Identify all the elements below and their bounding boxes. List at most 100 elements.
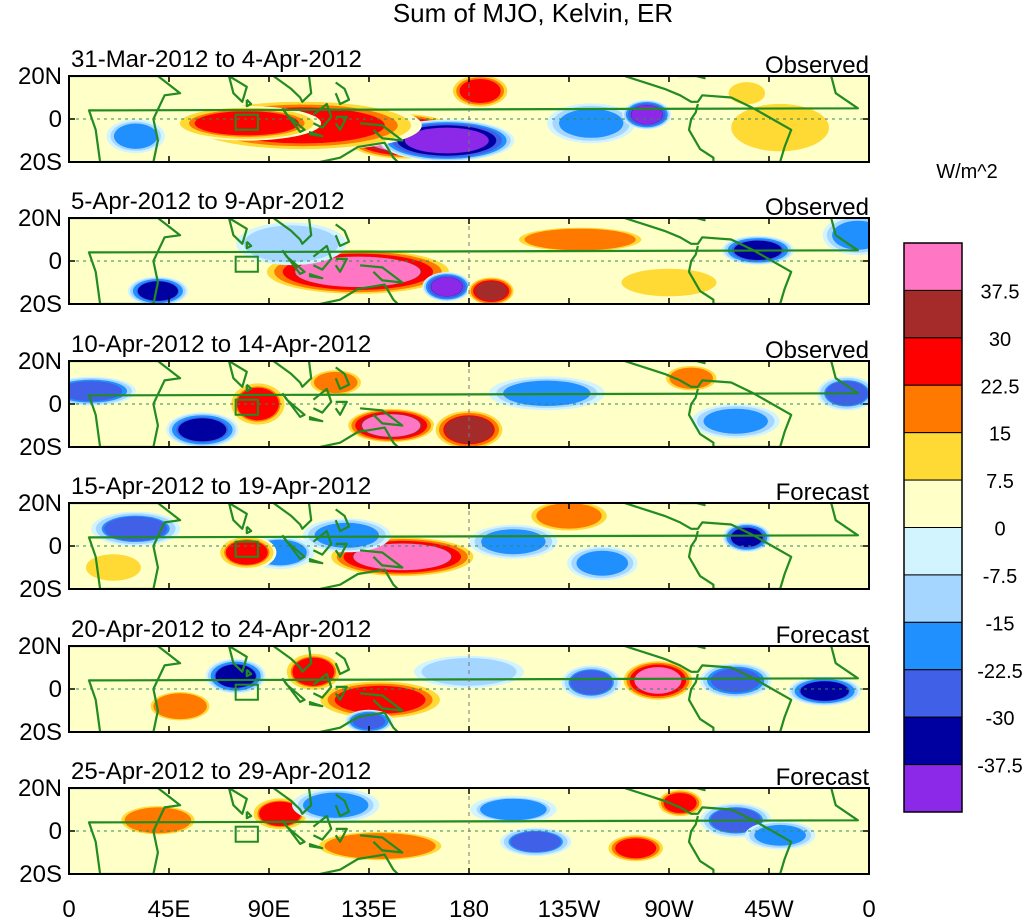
anomaly-contour: [225, 540, 268, 565]
anomaly-contour: [324, 833, 436, 859]
coastline: [308, 700, 324, 708]
coastline: [319, 853, 399, 874]
x-tick-label: 45E: [148, 896, 191, 921]
index-box: [234, 255, 259, 273]
index-box: [234, 683, 259, 701]
coastline: [319, 283, 399, 304]
colorbar-bin: [903, 432, 963, 481]
coastline: [272, 503, 313, 530]
index-box: [234, 825, 259, 843]
anomaly-contour: [832, 220, 869, 250]
anomaly-contour: [728, 82, 766, 105]
panel-period: 10-Apr-2012 to 14-Apr-2012: [71, 331, 371, 358]
coastline: [308, 130, 324, 138]
x-tick-label: 90E: [248, 896, 291, 921]
anomaly-contour: [259, 801, 302, 826]
y-tick-label: 20S: [19, 861, 62, 888]
map-panel: 25-Apr-2012 to 29-Apr-2012 Forecast 20N 0 20…: [18, 758, 870, 888]
coastline: [227, 503, 248, 530]
panel-period: 25-Apr-2012 to 29-Apr-2012: [71, 758, 371, 785]
coastline: [245, 525, 253, 535]
coastline: [281, 392, 306, 418]
map-panel: 20-Apr-2012 to 24-Apr-2012 Forecast 20N 0 20…: [18, 616, 870, 746]
coastline: [334, 257, 348, 273]
y-tick-label: 0: [49, 391, 62, 418]
y-tick-label: 20N: [18, 63, 62, 90]
coastline: [319, 568, 399, 589]
anomaly-contour: [621, 268, 717, 297]
y-tick-label: 20S: [19, 434, 62, 461]
colorbar-bin: [903, 337, 963, 386]
panel-period: 31-Mar-2012 to 4-Apr-2012: [71, 46, 362, 73]
index-box: [234, 540, 259, 558]
coastline: [245, 810, 253, 820]
coastline: [272, 646, 313, 673]
coastline: [308, 272, 324, 280]
index-box: [234, 113, 259, 131]
index-box: [234, 398, 259, 416]
coastline: [624, 218, 793, 304]
coastline: [334, 400, 348, 416]
coastline: [272, 218, 313, 245]
coastline: [227, 218, 248, 245]
map-panel: 10-Apr-2012 to 14-Apr-2012 Observed 20N 0 20…: [18, 331, 870, 461]
anomaly-contour: [480, 798, 547, 821]
coastline: [272, 361, 313, 388]
coastline: [245, 240, 253, 250]
colorbar-units: W/m^2: [936, 161, 998, 183]
colorbar-bin: [903, 669, 963, 718]
anomaly-contour: [634, 667, 682, 694]
y-tick-label: 20S: [19, 291, 62, 318]
coastline: [334, 827, 348, 843]
coastline: [312, 102, 333, 129]
coastline: [69, 361, 860, 447]
anomaly-contour: [362, 414, 421, 437]
coastline: [319, 141, 399, 162]
coastline: [319, 711, 399, 732]
y-tick-label: 20N: [18, 205, 62, 232]
y-tick-label: 20S: [19, 576, 62, 603]
coastline: [308, 842, 324, 850]
colorbar-bin: [903, 716, 963, 766]
anomaly-contour: [800, 681, 849, 701]
x-tick-label: 0: [862, 896, 875, 921]
colorbar-bin: [903, 242, 963, 291]
y-tick-label: 0: [49, 248, 62, 275]
panel-kind: Observed: [765, 194, 869, 221]
coastline: [69, 76, 860, 162]
anomaly-contour: [85, 554, 141, 581]
x-tick-label: 45W: [744, 896, 794, 921]
coastline: [359, 264, 404, 284]
colorbar-label: 0: [994, 519, 1005, 541]
panel-kind: Observed: [765, 52, 869, 79]
coastline: [677, 646, 706, 650]
coastline: [677, 76, 706, 80]
y-tick-label: 20N: [18, 348, 62, 375]
y-tick-label: 0: [49, 818, 62, 845]
coastline: [677, 218, 706, 222]
coastline: [227, 76, 248, 103]
coastline: [359, 122, 404, 142]
y-tick-label: 20S: [19, 719, 62, 746]
coastline: [69, 646, 860, 732]
anomaly-contour: [431, 277, 463, 297]
coastline: [334, 223, 351, 247]
coastline: [245, 668, 253, 678]
panel-period: 20-Apr-2012 to 24-Apr-2012: [71, 616, 371, 643]
colorbar-bin: [903, 574, 963, 623]
coastline: [334, 793, 351, 818]
coastline: [334, 115, 348, 131]
panel-period: 15-Apr-2012 to 19-Apr-2012: [71, 473, 371, 500]
chart-title: Sum of MJO, Kelvin, ER: [393, 0, 673, 28]
anomaly-contour: [615, 838, 657, 859]
panel-kind: Observed: [765, 337, 869, 364]
anomaly-contour: [669, 367, 713, 389]
colorbar-label: 30: [989, 329, 1011, 351]
anomaly-contour: [153, 693, 207, 720]
coastline: [677, 361, 706, 365]
y-tick-label: 0: [49, 676, 62, 703]
panel-kind: Forecast: [776, 764, 870, 791]
anomaly-contour: [703, 408, 768, 434]
coastline: [272, 76, 313, 103]
